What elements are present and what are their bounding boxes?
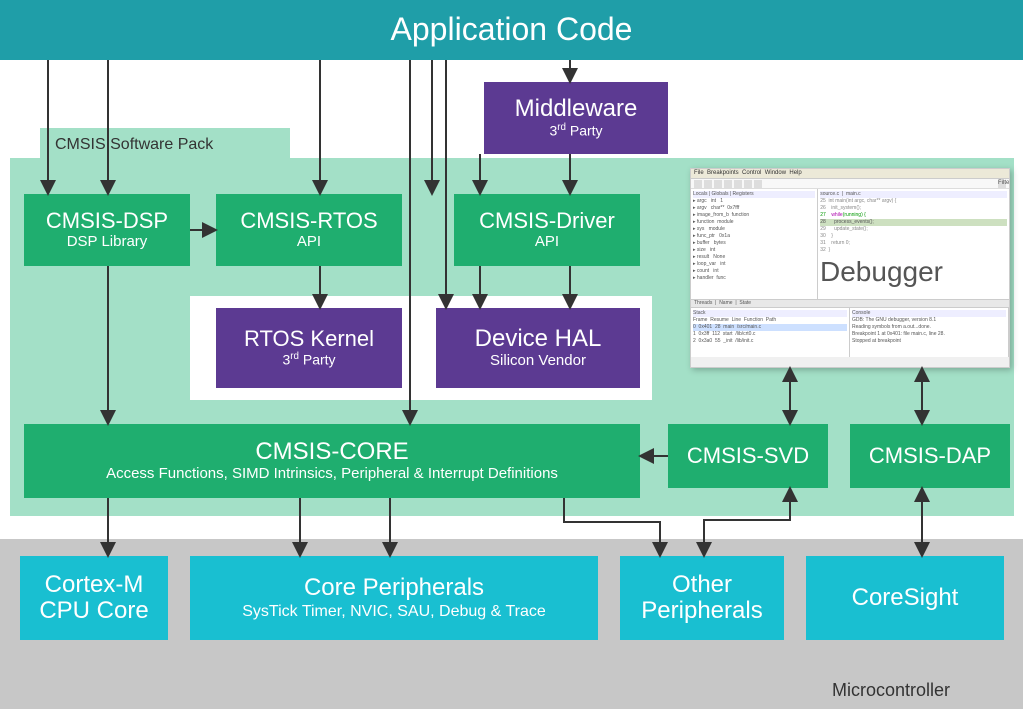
cmsis-dap-title: CMSIS-DAP (869, 444, 991, 468)
device-hal-subtitle: Silicon Vendor (490, 352, 586, 370)
cmsis-core-title: CMSIS-CORE (255, 439, 408, 465)
cmsis-driver-subtitle: API (535, 233, 559, 251)
cortex-m-title: Cortex-M CPU Core (39, 572, 148, 625)
cmsis-dsp-subtitle: DSP Library (67, 233, 148, 251)
cmsis-dsp-title: CMSIS-DSP (46, 209, 168, 233)
application-code-title: Application Code (391, 12, 633, 47)
core-peripherals-subtitle: SysTick Timer, NVIC, SAU, Debug & Trace (242, 602, 546, 621)
device-hal-title: Device HAL (475, 326, 602, 352)
swpack-label: CMSIS Software Pack (55, 136, 213, 154)
cmsis-rtos-block: CMSIS-RTOS API (216, 194, 402, 266)
application-code-block: Application Code (0, 0, 1023, 60)
middleware-block: Middleware 3rd Party (484, 82, 668, 154)
cmsis-driver-block: CMSIS-Driver API (454, 194, 640, 266)
cmsis-dsp-block: CMSIS-DSP DSP Library (24, 194, 190, 266)
cmsis-core-block: CMSIS-CORE Access Functions, SIMD Intrin… (24, 424, 640, 498)
cmsis-core-subtitle: Access Functions, SIMD Intrinsics, Perip… (106, 465, 558, 483)
core-peripherals-block: Core Peripherals SysTick Timer, NVIC, SA… (190, 556, 598, 640)
rtos-kernel-block: RTOS Kernel 3rd Party (216, 308, 402, 388)
coresight-title: CoreSight (852, 585, 959, 611)
coresight-block: CoreSight (806, 556, 1004, 640)
other-peripherals-block: Other Peripherals (620, 556, 784, 640)
cmsis-driver-title: CMSIS-Driver (479, 209, 615, 233)
cmsis-svd-title: CMSIS-SVD (687, 444, 809, 468)
core-peripherals-title: Core Peripherals (304, 575, 484, 601)
cortex-m-block: Cortex-M CPU Core (20, 556, 168, 640)
microcontroller-label: Microcontroller (832, 680, 950, 701)
middleware-title: Middleware (515, 96, 638, 122)
cmsis-svd-block: CMSIS-SVD (668, 424, 828, 488)
rtos-kernel-subtitle: 3rd Party (282, 351, 335, 368)
cmsis-rtos-subtitle: API (297, 233, 321, 251)
cmsis-rtos-title: CMSIS-RTOS (240, 209, 377, 233)
debugger-label: Debugger (820, 256, 943, 288)
cmsis-dap-block: CMSIS-DAP (850, 424, 1010, 488)
rtos-kernel-title: RTOS Kernel (244, 327, 374, 351)
middleware-subtitle: 3rd Party (549, 122, 602, 139)
other-peripherals-title: Other Peripherals (641, 572, 762, 625)
device-hal-block: Device HAL Silicon Vendor (436, 308, 640, 388)
